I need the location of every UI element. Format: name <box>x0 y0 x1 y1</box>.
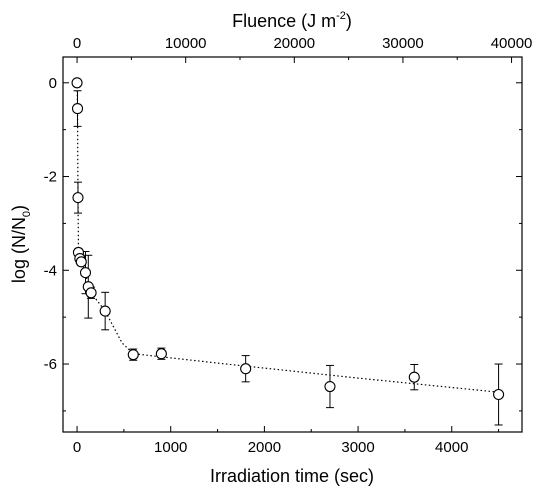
data-point <box>71 103 84 115</box>
data-point <box>408 371 420 383</box>
y-tick-label: -6 <box>44 356 57 373</box>
data-point <box>240 363 252 375</box>
top-axis-title-close: ) <box>346 11 352 31</box>
y-axis-title-main: log (N/N <box>9 217 29 283</box>
x-tick-label: 4000 <box>435 439 468 456</box>
data-point <box>155 348 167 360</box>
data-point <box>324 380 336 393</box>
data-point <box>99 305 111 317</box>
x-tick-label: 3000 <box>341 439 374 456</box>
data-point <box>127 349 139 361</box>
data-point <box>75 256 87 268</box>
top-x-tick-label: 30000 <box>382 35 424 52</box>
trend-line <box>76 82 499 393</box>
top-x-tick-label: 0 <box>73 35 81 52</box>
top-axis-title: Fluence (J m-2) <box>232 10 352 31</box>
plot-frame <box>62 56 523 433</box>
x-tick-label: 0 <box>73 439 81 456</box>
y-tick-label: 0 <box>49 75 57 92</box>
x-axis-title: Irradiation time (sec) <box>210 466 374 486</box>
x-tick-label: 1000 <box>154 439 187 456</box>
data-point <box>71 77 83 89</box>
y-axis-title-sub: 0 <box>21 211 33 217</box>
top-x-tick-label: 10000 <box>165 35 207 52</box>
data-point <box>85 287 97 299</box>
data-point <box>79 267 92 279</box>
x-tick-label: 2000 <box>248 439 281 456</box>
y-axis-title: log (N/N0) <box>9 205 33 283</box>
data-point <box>72 192 84 204</box>
top-x-tick-label: 20000 <box>273 35 315 52</box>
top-axis-title-main: Fluence (J m <box>232 11 336 31</box>
data-point <box>493 388 505 401</box>
y-tick-label: -2 <box>44 169 57 186</box>
y-tick-label: -4 <box>44 262 57 279</box>
top-x-tick-label: 40000 <box>491 35 533 52</box>
y-axis-title-close: ) <box>9 205 29 211</box>
top-axis-title-sup: -2 <box>336 10 346 22</box>
